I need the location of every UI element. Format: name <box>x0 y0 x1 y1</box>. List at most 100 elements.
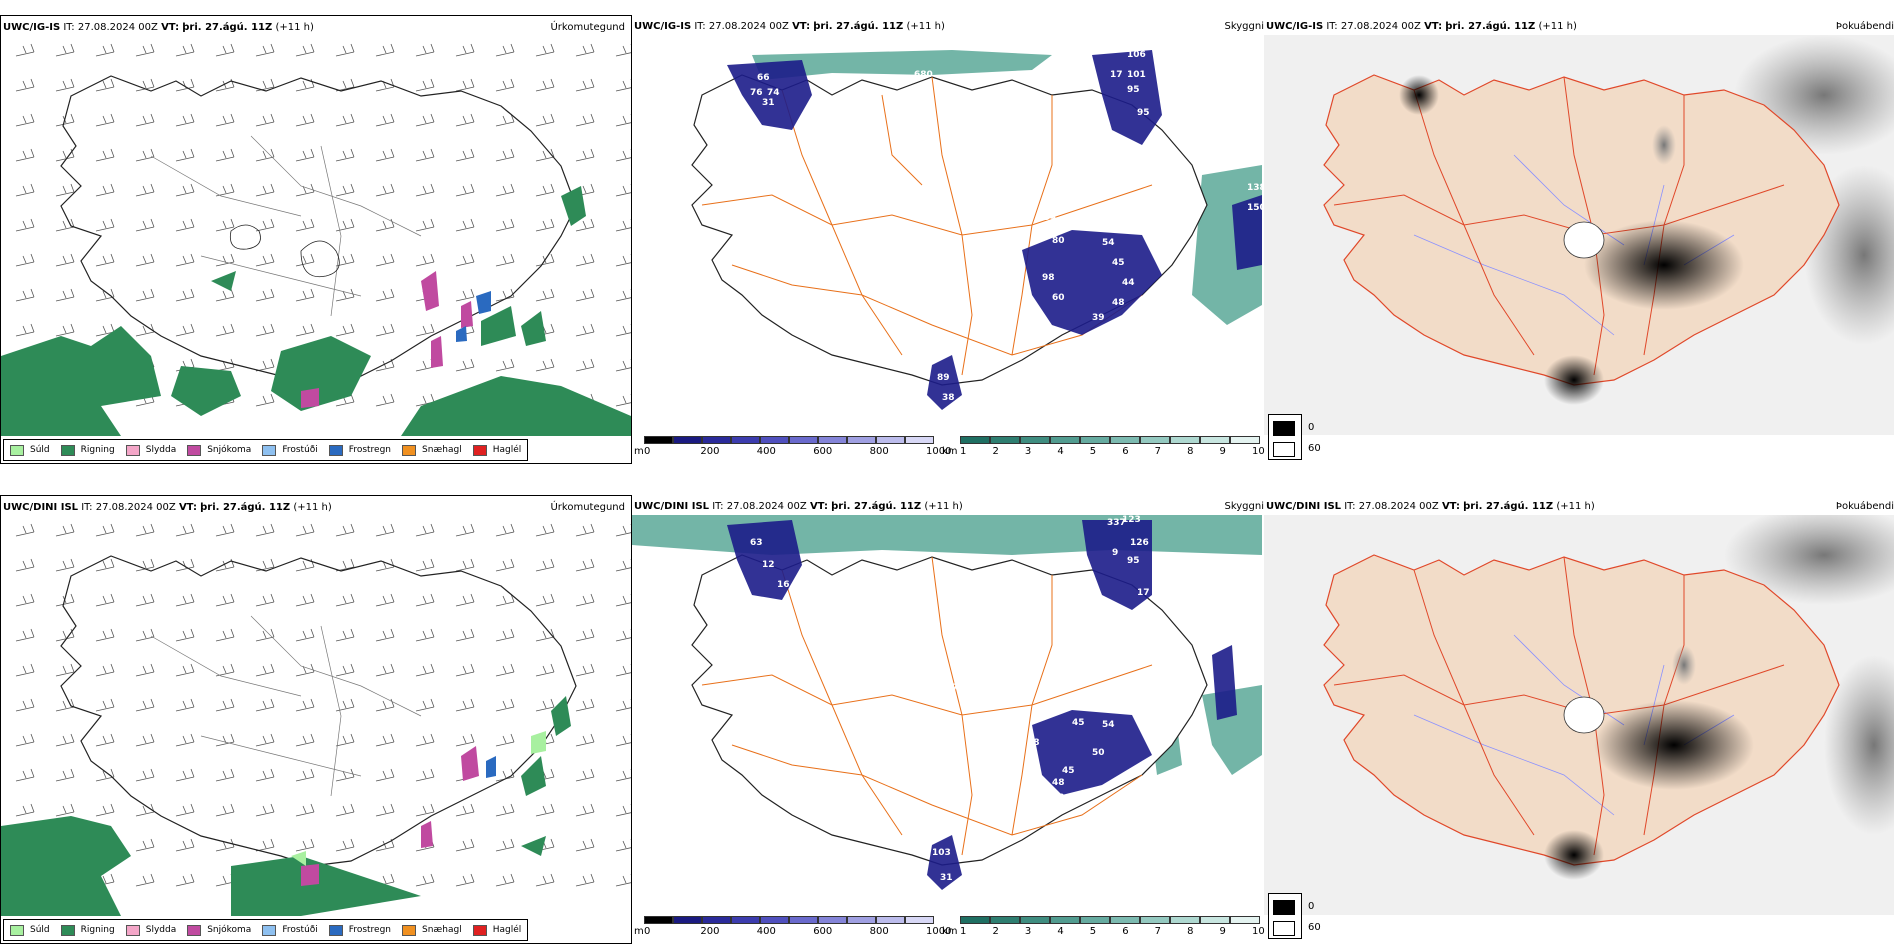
wind-barb <box>55 323 75 337</box>
cloud-legend-swatch <box>1273 900 1295 915</box>
wind-barb <box>295 768 315 782</box>
wind-barb <box>215 593 235 607</box>
colorbar-step <box>702 916 731 924</box>
wind-barb <box>575 288 595 302</box>
wind-barb <box>295 628 315 642</box>
colorbar-tick: 1000 <box>926 446 952 457</box>
wind-barb <box>295 558 315 572</box>
wind-barb <box>375 253 395 267</box>
wind-barb <box>215 288 235 302</box>
colorbar-step <box>1110 916 1140 924</box>
ceiling-value: 17 <box>1110 70 1123 80</box>
wind-barb <box>615 324 631 337</box>
colorbar-step <box>760 916 789 924</box>
colorbar-step <box>673 916 702 924</box>
vis-colorbar <box>960 436 1260 444</box>
legend-swatch <box>10 924 24 936</box>
wind-barb <box>175 218 195 232</box>
legend-swatch <box>187 444 202 456</box>
wind-barb <box>615 699 631 712</box>
ceiling-value: 10 <box>1132 176 1145 186</box>
init-time: IT: 27.08.2024 00Z <box>712 501 807 512</box>
ceiling-value: 10 <box>1192 718 1205 728</box>
wind-barb <box>375 628 395 642</box>
precip-map <box>1 523 631 916</box>
cloud-legend-label: 0 <box>1308 901 1315 912</box>
wind-barb <box>415 558 435 572</box>
legend-swatch <box>125 444 140 456</box>
wind-barb <box>255 663 275 677</box>
wind-barb <box>535 78 555 92</box>
wind-barb <box>55 803 75 817</box>
wind-barb <box>495 698 515 712</box>
wind-barb <box>55 253 75 267</box>
ceiling-value: 126 <box>1130 538 1149 548</box>
vis-bar-unit: km <box>942 926 958 937</box>
wind-barb <box>575 323 595 337</box>
ceiling-value: 42 <box>1052 793 1065 803</box>
colorbar-tick: 800 <box>869 446 889 457</box>
wind-barb <box>255 558 275 572</box>
legend-item: Haglél <box>472 444 521 456</box>
wind-barb <box>15 288 35 302</box>
vis-ticks: 1 2 3 4 5 6 7 8 9 10 <box>960 446 1265 460</box>
wind-barb <box>255 628 275 642</box>
ceiling-value: 38 <box>942 393 955 403</box>
colorbar-step <box>1110 436 1140 444</box>
precip-legend: Súld Rigning Slydda Snjókoma Frostúði Frostre… <box>3 439 529 461</box>
cloud-blob <box>1824 655 1894 835</box>
legend-label: Frostregn <box>348 445 392 455</box>
wind-barb <box>495 733 515 747</box>
wind-barb <box>15 113 35 127</box>
ceiling-value: 76 <box>952 683 965 693</box>
legend-label: Rigning <box>80 925 115 935</box>
wind-barb <box>335 768 355 782</box>
wind-barb <box>575 43 595 57</box>
wind-barb <box>175 113 195 127</box>
colorbar-step <box>876 916 905 924</box>
wind-barb <box>415 218 435 232</box>
wind-barb <box>615 559 631 572</box>
colorbar-tick: 7 <box>1154 926 1162 937</box>
wind-barb <box>175 663 195 677</box>
model-label: UWC/IG-IS <box>634 21 692 32</box>
ceiling-panel-row2: UWC/DINI ISL IT: 27.08.2024 00Z VT: þri.… <box>632 495 1264 944</box>
ceiling-panel-row1: UWC/IG-IS IT: 27.08.2024 00Z VT: þri. 27… <box>632 15 1264 464</box>
cloud-map <box>1264 515 1894 915</box>
roads <box>1333 76 1785 376</box>
legend-label: Súld <box>30 925 50 935</box>
wind-barb <box>215 698 235 712</box>
wind-barb <box>175 873 195 887</box>
panel-title: Skyggni <box>1224 501 1264 512</box>
colorbar-step <box>1080 436 1110 444</box>
wind-barb <box>255 393 275 407</box>
wind-barb <box>615 44 631 57</box>
vt-label: VT: <box>809 501 828 512</box>
panel-header: UWC/IG-IS IT: 27.08.2024 00Z VT: þri. 27… <box>1266 21 1577 32</box>
ceiling-ticks: 0 200 400 600 800 1000 <box>644 446 951 460</box>
wind-barb <box>415 803 435 817</box>
wind-barb <box>575 558 595 572</box>
colorbar-step <box>1170 916 1200 924</box>
legend-swatch <box>328 444 343 456</box>
wind-barb <box>455 698 475 712</box>
ceiling-value: 31 <box>940 873 953 883</box>
wind-barb <box>335 183 355 197</box>
wind-barb <box>255 78 275 92</box>
ceiling-value: 106 <box>1127 50 1146 60</box>
wind-barb <box>55 733 75 747</box>
ceiling-numbers-1: 66 74 76 680 17 106 101 95 95 24 10 94 80 138 150 54 45 4… <box>750 50 1262 403</box>
ceiling-value: 94 <box>1044 213 1057 223</box>
init-time: IT: 27.08.2024 00Z <box>1326 21 1421 32</box>
wind-barb <box>175 698 195 712</box>
wind-barb <box>535 593 555 607</box>
wind-barb <box>495 593 515 607</box>
wind-barb <box>95 148 115 162</box>
wind-barb <box>55 78 75 92</box>
wind-barb <box>135 113 155 127</box>
wind-barb <box>375 663 395 677</box>
colorbar-step <box>905 436 934 444</box>
model-label: UWC/DINI ISL <box>1266 501 1342 512</box>
wind-barb <box>535 43 555 57</box>
cloud-legend-label: 60 <box>1308 443 1321 454</box>
